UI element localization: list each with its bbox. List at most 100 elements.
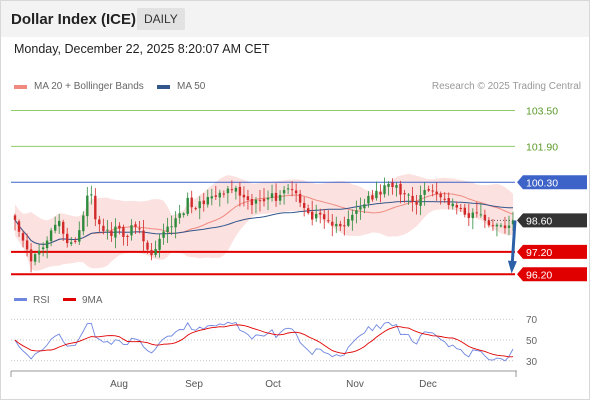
candle-body	[62, 221, 65, 234]
candle	[391, 178, 394, 195]
candle-body	[190, 197, 193, 208]
candle	[383, 177, 386, 198]
candle-body	[463, 207, 466, 215]
candle-body	[70, 242, 73, 244]
candle	[90, 185, 93, 205]
candle	[94, 188, 97, 227]
level-tag-100.30	[517, 175, 587, 190]
candle	[246, 189, 250, 210]
candle-body	[399, 183, 402, 195]
candle	[359, 197, 362, 220]
candle-body	[327, 220, 330, 222]
candle	[351, 209, 354, 231]
candle	[467, 203, 470, 227]
candle	[347, 210, 350, 228]
level-label-100.30: 100.30	[526, 177, 558, 189]
candle	[110, 222, 113, 242]
candle	[379, 184, 382, 203]
candle	[290, 181, 294, 197]
candle	[186, 192, 189, 217]
candle-body	[475, 212, 478, 214]
candle	[274, 183, 278, 207]
level-label-103.50: 103.50	[526, 105, 558, 117]
candle-body	[174, 218, 177, 228]
candle-body	[78, 230, 81, 242]
candle	[25, 233, 29, 257]
candle	[190, 190, 193, 214]
candle-body	[443, 198, 446, 200]
candle	[114, 218, 117, 249]
candle-body	[423, 190, 426, 195]
candle	[158, 234, 161, 258]
candle-body	[335, 223, 338, 227]
candle	[495, 222, 499, 237]
candle	[282, 185, 286, 205]
candle	[58, 214, 61, 234]
candle	[62, 219, 65, 242]
candle-body	[415, 201, 418, 205]
candle-body	[66, 233, 69, 244]
candle	[303, 196, 306, 217]
candle-body	[74, 240, 77, 242]
candle-body	[158, 238, 161, 250]
ma50-line	[14, 200, 513, 245]
candle-body	[226, 188, 230, 194]
candle	[206, 189, 209, 208]
chart-title: Dollar Index (ICE)	[11, 11, 137, 28]
candle-body	[154, 249, 157, 255]
candle	[371, 189, 374, 202]
candle-body	[274, 192, 278, 201]
candle-body	[254, 199, 258, 204]
candle	[487, 217, 491, 228]
candle-body	[170, 226, 173, 228]
candle-body	[298, 193, 302, 203]
candle	[455, 201, 458, 215]
credit-text: Research © 2025 Trading Central	[431, 81, 581, 92]
candle-body	[25, 240, 29, 250]
candle	[178, 204, 181, 224]
candle-body	[435, 191, 438, 194]
candle	[126, 234, 129, 247]
candle	[423, 182, 426, 206]
ma50-swatch	[157, 84, 170, 89]
candle-body	[311, 211, 314, 220]
candle	[439, 191, 442, 205]
candle-body	[33, 254, 37, 262]
candle-body	[431, 190, 434, 192]
candle	[447, 192, 450, 210]
x-tick-label-sep: Sep	[185, 379, 203, 390]
candle	[363, 198, 366, 214]
rsi-ma-line	[14, 324, 514, 358]
bollinger-band-area	[15, 174, 513, 271]
candle-body	[21, 233, 25, 241]
candle-body	[359, 206, 362, 210]
ma20-swatch	[14, 84, 27, 89]
candle-body	[142, 230, 145, 242]
candle	[419, 185, 422, 216]
candle-body	[17, 221, 21, 232]
candle	[118, 222, 121, 235]
level-label-96.20: 96.20	[526, 269, 552, 281]
candle-body	[146, 242, 149, 250]
candle	[475, 201, 478, 218]
candle-body	[126, 236, 129, 237]
candle-body	[114, 226, 117, 238]
candle	[102, 218, 105, 235]
candle-body	[511, 220, 515, 225]
candle-body	[182, 213, 185, 215]
candle-body	[162, 231, 165, 238]
level-tag-96.20	[517, 267, 587, 282]
candle-body	[98, 219, 101, 225]
candle	[254, 197, 258, 214]
candle	[471, 208, 474, 230]
candle	[443, 192, 446, 203]
period-button[interactable]: DAILY	[137, 8, 185, 30]
candle	[33, 252, 37, 266]
rsi-ma-legend-label: 9MA	[82, 295, 103, 306]
candle-body	[94, 195, 97, 220]
candle	[234, 185, 238, 200]
candle	[222, 190, 225, 198]
candle-body	[395, 185, 398, 188]
candle	[403, 189, 406, 203]
candle	[375, 181, 378, 201]
